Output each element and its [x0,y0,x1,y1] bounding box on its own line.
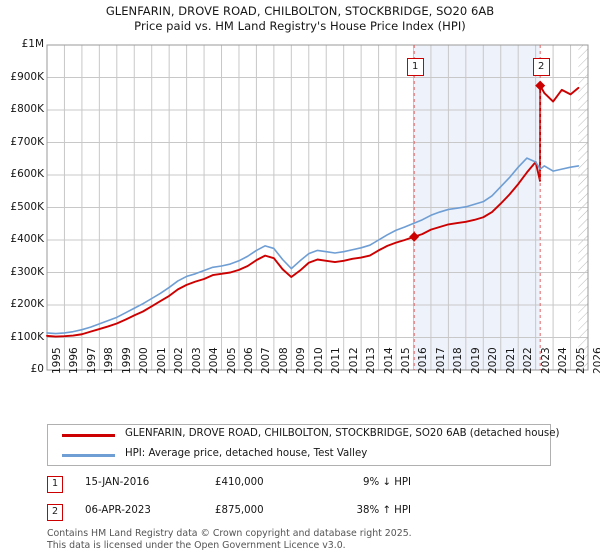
footer-attribution: Contains HM Land Registry data © Crown c… [47,528,577,551]
txn-index-2: 2 [47,504,63,521]
x-tick-label: 2008 [277,347,290,374]
x-tick-label: 2006 [242,347,255,374]
x-tick-label: 2000 [138,347,151,374]
title-line-1: GLENFARIN, DROVE ROAD, CHILBOLTON, STOCK… [105,4,495,18]
table-row[interactable]: 2 06-APR-2023 £875,000 38% ↑ HPI [47,504,547,524]
x-tick-label: 2007 [260,347,273,374]
y-tick-label: £800K [10,103,44,115]
y-tick-label: £200K [10,298,44,310]
y-tick-label: £300K [10,265,44,278]
x-tick-label: 2020 [487,347,500,374]
annotation-marker-2[interactable]: 2 [532,58,550,76]
y-tick-label: £500K [10,200,44,213]
y-tick-label: £900K [10,70,44,83]
legend-label-hpi: HPI: Average price, detached house, Test… [125,448,368,459]
y-tick-label: £700K [10,135,44,148]
x-tick-label: 2022 [522,347,535,374]
x-tick-label: 2005 [225,347,238,374]
txn-index-1: 1 [47,476,63,493]
footer-line-1: Contains HM Land Registry data © Crown c… [47,528,412,539]
x-tick-label: 2024 [557,347,570,374]
x-tick-label: 2011 [330,347,343,374]
x-tick-label: 2025 [574,347,587,374]
x-tick-label: 2017 [434,347,447,374]
txn-hpi-delta-2: 38% ↑ HPI [356,505,411,516]
annotation-marker-1[interactable]: 1 [406,58,424,76]
x-tick-label: 2019 [469,347,482,374]
chart-legend: GLENFARIN, DROVE ROAD, CHILBOLTON, STOCK… [47,424,559,466]
x-tick-label: 2021 [504,347,517,374]
table-row[interactable]: 1 15-JAN-2016 £410,000 9% ↓ HPI [47,476,547,496]
legend-label-price-paid: GLENFARIN, DROVE ROAD, CHILBOLTON, STOCK… [125,428,560,439]
txn-date-1: 15-JAN-2016 [85,477,150,488]
x-tick-label: 2003 [190,347,203,374]
x-tick-label: 2012 [347,347,360,374]
y-tick-label: £100K [10,330,44,343]
x-tick-label: 2016 [417,347,430,374]
x-tick-label: 2015 [400,347,413,374]
y-tick-label: £0 [30,363,44,375]
x-tick-label: 2014 [382,347,395,374]
txn-date-2: 06-APR-2023 [85,505,151,516]
x-tick-label: 1995 [51,347,63,374]
x-tick-label: 2002 [173,347,186,374]
x-tick-label: 2026 [592,347,600,374]
x-tick-label: 2001 [155,347,168,374]
legend-swatch-price-paid [62,434,115,437]
txn-price-2: £875,000 [215,505,264,516]
x-tick-label: 2004 [208,347,221,374]
y-tick-label: £600K [10,168,44,180]
x-tick-label: 1996 [68,347,81,374]
title-line-2: Price paid vs. HM Land Registry's House … [134,19,466,33]
legend-swatch-hpi [62,454,115,457]
txn-hpi-delta-1: 9% ↓ HPI [363,477,411,488]
y-tick-label: £400K [10,233,44,245]
x-tick-label: 1997 [85,347,98,374]
x-tick-label: 1999 [120,347,133,374]
page-title: GLENFARIN, DROVE ROAD, CHILBOLTON, STOCK… [0,4,600,34]
legend-row-price-paid: GLENFARIN, DROVE ROAD, CHILBOLTON, STOCK… [48,426,559,445]
x-tick-label: 2010 [312,347,325,374]
legend-row-hpi: HPI: Average price, detached house, Test… [48,446,550,465]
x-tick-label: 2009 [295,347,308,374]
x-tick-label: 2018 [452,347,465,374]
footer-line-2: This data is licensed under the Open Gov… [47,539,346,551]
x-tick-label: 2023 [539,347,552,374]
y-tick-label: £1M [21,38,44,50]
x-tick-label: 2013 [365,347,378,374]
x-tick-label: 1998 [103,347,116,374]
txn-price-1: £410,000 [215,477,264,488]
